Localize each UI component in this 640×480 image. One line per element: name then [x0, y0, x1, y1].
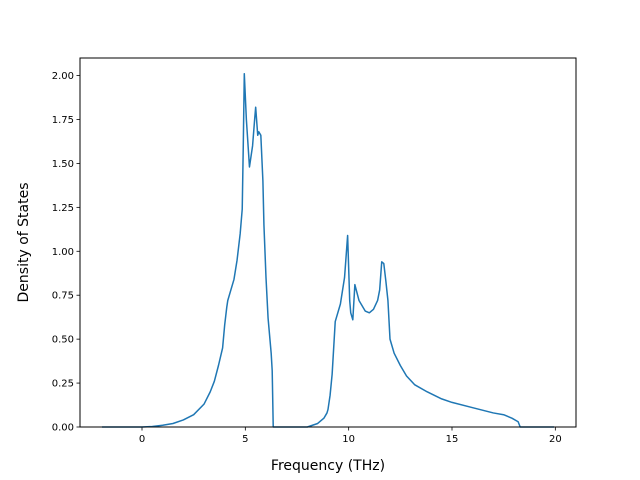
y-tick-label: 0.00 [52, 423, 74, 434]
y-tick-label: 0.50 [52, 335, 74, 346]
y-tick-label: 2.00 [52, 71, 74, 82]
y-tick-label: 0.25 [52, 379, 74, 390]
x-tick-label: 0 [139, 434, 145, 445]
x-tick-label: 20 [549, 434, 562, 445]
y-tick-label: 1.25 [52, 203, 74, 214]
x-axis-label: Frequency (THz) [271, 458, 385, 474]
y-tick-label: 1.50 [52, 159, 74, 170]
x-tick-label: 10 [342, 434, 355, 445]
axis-ticks: 0 5 10 15 20 0.00 0.25 0.50 0.75 1.00 1.25 1.50 1.75… [52, 71, 562, 445]
y-tick-label: 1.00 [52, 247, 74, 258]
y-tick-label: 1.75 [52, 115, 74, 126]
x-tick-label: 5 [242, 434, 248, 445]
y-axis-label: Density of States [16, 183, 32, 303]
y-tick-label: 0.75 [52, 291, 74, 302]
x-tick-label: 15 [446, 434, 459, 445]
plot-frame [79, 57, 577, 428]
plot-area [80, 58, 576, 427]
